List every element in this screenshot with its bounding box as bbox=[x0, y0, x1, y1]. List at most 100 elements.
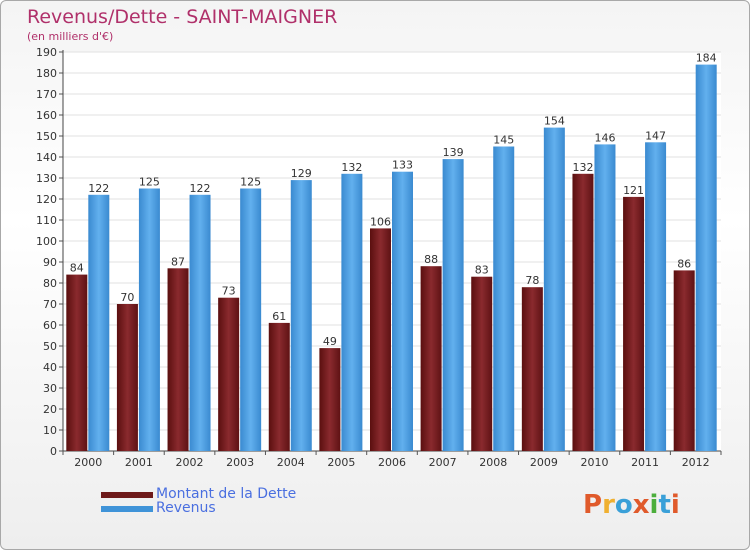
data-label-revenue: 122 bbox=[88, 182, 109, 195]
bar-debt bbox=[167, 268, 189, 451]
logo-letter: x bbox=[632, 490, 650, 520]
data-label-debt: 78 bbox=[525, 274, 539, 287]
data-label-debt: 61 bbox=[272, 310, 286, 323]
data-label-revenue: 129 bbox=[291, 167, 312, 180]
logo-letter: t bbox=[658, 490, 671, 520]
data-label-debt: 49 bbox=[323, 335, 337, 348]
data-label-debt: 84 bbox=[70, 262, 84, 275]
logo-letter: i bbox=[670, 490, 680, 520]
data-label-debt: 87 bbox=[171, 255, 185, 268]
y-tick-label: 120 bbox=[36, 193, 57, 206]
x-tick-label: 2010 bbox=[580, 456, 608, 469]
x-tick-label: 2009 bbox=[530, 456, 558, 469]
bar-debt bbox=[521, 287, 543, 451]
data-label-revenue: 146 bbox=[594, 131, 615, 144]
y-tick-label: 70 bbox=[43, 298, 57, 311]
chart-title: Revenus/Dette - SAINT-MAIGNER bbox=[27, 6, 338, 28]
data-label-debt: 73 bbox=[222, 285, 236, 298]
bar-debt bbox=[116, 304, 138, 451]
data-label-debt: 132 bbox=[572, 161, 593, 174]
y-tick-label: 40 bbox=[43, 361, 57, 374]
data-label-revenue: 125 bbox=[139, 176, 160, 189]
legend-swatch-revenue bbox=[101, 506, 153, 512]
bar-debt bbox=[218, 297, 240, 451]
data-label-revenue: 147 bbox=[645, 129, 666, 142]
x-tick-label: 2002 bbox=[176, 456, 204, 469]
bar-revenue bbox=[493, 146, 515, 451]
proxiti-logo: Proxiti bbox=[583, 490, 680, 520]
x-tick-label: 2008 bbox=[479, 456, 507, 469]
y-tick-label: 0 bbox=[50, 445, 57, 458]
bar-revenue bbox=[543, 127, 565, 451]
x-tick-label: 2007 bbox=[429, 456, 457, 469]
data-label-debt: 70 bbox=[120, 291, 134, 304]
data-label-revenue: 145 bbox=[493, 134, 514, 147]
logo-letter: P bbox=[583, 490, 603, 520]
data-label-debt: 88 bbox=[424, 253, 438, 266]
data-label-revenue: 184 bbox=[696, 52, 717, 65]
x-tick-label: 2000 bbox=[74, 456, 102, 469]
y-tick-label: 190 bbox=[36, 46, 57, 59]
bar-debt bbox=[420, 266, 442, 451]
y-tick-label: 110 bbox=[36, 214, 57, 227]
bar-revenue bbox=[341, 173, 363, 452]
y-tick-label: 80 bbox=[43, 277, 57, 290]
x-tick-label: 2004 bbox=[277, 456, 305, 469]
y-tick-label: 150 bbox=[36, 130, 57, 143]
data-label-revenue: 122 bbox=[190, 182, 211, 195]
x-tick-label: 2005 bbox=[327, 456, 355, 469]
data-label-debt: 106 bbox=[370, 215, 391, 228]
bar-revenue bbox=[138, 188, 160, 451]
y-tick-label: 60 bbox=[43, 319, 57, 332]
data-label-revenue: 139 bbox=[443, 146, 464, 159]
data-label-revenue: 133 bbox=[392, 159, 413, 172]
x-tick-label: 2012 bbox=[682, 456, 710, 469]
data-label-debt: 83 bbox=[475, 264, 489, 277]
bar-debt bbox=[673, 270, 695, 451]
bar-revenue bbox=[240, 188, 262, 451]
y-tick-label: 50 bbox=[43, 340, 57, 353]
bar-revenue bbox=[442, 159, 464, 451]
y-tick-label: 180 bbox=[36, 67, 57, 80]
y-tick-label: 100 bbox=[36, 235, 57, 248]
y-tick-label: 140 bbox=[36, 151, 57, 164]
bar-debt bbox=[471, 276, 493, 451]
data-label-revenue: 154 bbox=[544, 115, 565, 128]
x-tick-label: 2001 bbox=[125, 456, 153, 469]
y-tick-label: 30 bbox=[43, 382, 57, 395]
legend-label-debt: Montant de la Dette bbox=[156, 486, 297, 502]
logo-letter: o bbox=[614, 490, 633, 520]
legend-swatch-debt bbox=[101, 492, 153, 498]
logo-letter: i bbox=[649, 490, 659, 520]
data-label-debt: 121 bbox=[623, 184, 644, 197]
bar-revenue bbox=[88, 194, 110, 452]
y-tick-label: 20 bbox=[43, 403, 57, 416]
bar-debt bbox=[268, 322, 290, 451]
y-tick-label: 130 bbox=[36, 172, 57, 185]
logo-letter: r bbox=[602, 490, 615, 520]
x-tick-label: 2006 bbox=[378, 456, 406, 469]
data-label-revenue: 132 bbox=[341, 161, 362, 174]
bar-revenue bbox=[645, 142, 667, 452]
bar-debt bbox=[572, 173, 594, 452]
legend-label-revenue: Revenus bbox=[156, 500, 216, 516]
y-tick-label: 10 bbox=[43, 424, 57, 437]
bar-debt bbox=[66, 274, 88, 451]
bar-revenue bbox=[189, 194, 211, 452]
bar-debt bbox=[623, 196, 645, 451]
data-label-revenue: 125 bbox=[240, 176, 261, 189]
chart-subtitle: (en milliers d'€) bbox=[27, 30, 114, 43]
bar-revenue bbox=[290, 180, 312, 451]
bar-revenue bbox=[695, 64, 717, 451]
y-tick-label: 160 bbox=[36, 109, 57, 122]
bar-revenue bbox=[392, 171, 413, 451]
y-tick-label: 90 bbox=[43, 256, 57, 269]
bar-debt bbox=[370, 228, 391, 451]
bar-revenue bbox=[594, 144, 616, 451]
x-tick-label: 2003 bbox=[226, 456, 254, 469]
data-label-debt: 86 bbox=[677, 257, 691, 270]
y-tick-label: 170 bbox=[36, 88, 57, 101]
bar-debt bbox=[319, 348, 341, 451]
